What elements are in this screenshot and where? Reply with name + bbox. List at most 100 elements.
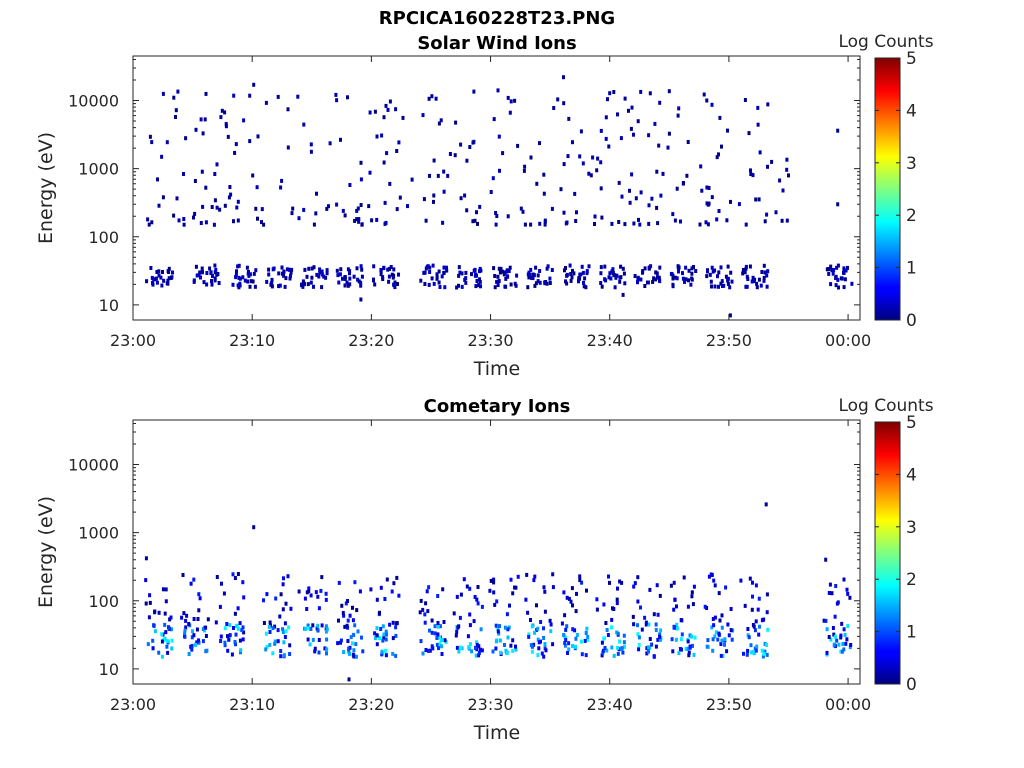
heatmap-cell: [344, 601, 348, 606]
heatmap-cell: [586, 634, 590, 639]
heatmap-cell: [636, 119, 640, 124]
heatmap-cell: [238, 621, 242, 626]
heatmap-cell: [242, 595, 246, 600]
heatmap-cell: [452, 611, 456, 616]
y-tick-label: 10: [99, 660, 119, 679]
heatmap-cell: [622, 633, 626, 638]
heatmap-cell: [317, 274, 321, 279]
heatmap-cell: [718, 618, 722, 623]
heatmap-cell: [656, 221, 660, 226]
colorbar-tick-label: 5: [906, 413, 917, 433]
heatmap-cell: [545, 266, 549, 271]
heatmap-cell: [303, 626, 307, 631]
heatmap-cell: [199, 221, 203, 225]
heatmap-cell: [619, 264, 623, 269]
heatmap-cell: [477, 283, 480, 288]
heatmap-cell: [183, 628, 187, 633]
heatmap-cell: [234, 272, 238, 277]
heatmap-cell: [357, 219, 361, 224]
heatmap-cell: [465, 158, 469, 163]
heatmap-cell: [700, 188, 704, 193]
heatmap-cell: [542, 191, 546, 196]
heatmap-cell: [340, 603, 344, 608]
heatmap-cell: [436, 173, 440, 178]
heatmap-cell: [529, 643, 533, 648]
heatmap-cell: [623, 96, 627, 101]
heatmap-cell: [711, 648, 715, 653]
heatmap-cell: [567, 116, 571, 121]
heatmap-cell: [677, 106, 681, 111]
heatmap-cell: [382, 265, 386, 270]
heatmap-cell: [309, 280, 313, 285]
heatmap-cell: [215, 575, 219, 579]
heatmap-cell: [468, 145, 472, 149]
heatmap-cell: [164, 587, 168, 592]
heatmap-cell: [324, 629, 328, 634]
heatmap-cell: [313, 649, 317, 654]
heatmap-cell: [549, 629, 553, 634]
heatmap-cell: [593, 222, 596, 226]
heatmap-cell: [151, 638, 155, 643]
heatmap-cell: [156, 177, 159, 182]
heatmap-cell: [599, 128, 603, 133]
heatmap-cell: [167, 276, 171, 281]
heatmap-cell: [317, 638, 321, 642]
heatmap-cell: [600, 215, 604, 220]
heatmap-cell: [534, 265, 538, 270]
heatmap-cell: [181, 573, 185, 577]
heatmap-cell: [215, 205, 219, 210]
x-axis-label: Time: [473, 358, 521, 380]
heatmap-cell: [571, 644, 575, 648]
heatmap-cell: [743, 270, 747, 275]
heatmap-cell: [373, 282, 377, 287]
colorbar-tick-label: 2: [906, 206, 917, 226]
heatmap-cell: [466, 634, 470, 639]
heatmap-cell: [610, 645, 614, 650]
heatmap-cell: [310, 275, 314, 280]
heatmap-cell: [243, 278, 247, 283]
heatmap-cell: [271, 651, 275, 656]
heatmap-cell: [190, 643, 194, 648]
heatmap-cell: [581, 270, 585, 275]
heatmap-cell: [656, 275, 659, 280]
heatmap-cell: [629, 126, 633, 131]
heatmap-cell: [395, 621, 399, 626]
heatmap-cell: [684, 265, 688, 270]
heatmap-cell: [225, 622, 229, 626]
heatmap-cell: [219, 634, 223, 639]
heatmap-cell: [840, 276, 844, 281]
heatmap-cell: [174, 115, 177, 119]
heatmap-cell: [231, 572, 235, 577]
heatmap-cell: [223, 203, 227, 208]
heatmap-cell: [530, 649, 534, 654]
heatmap-cell: [355, 266, 359, 271]
heatmap-cell: [442, 271, 446, 275]
heatmap-cell: [501, 269, 504, 274]
heatmap-cell: [359, 177, 363, 182]
heatmap-cell: [829, 637, 833, 642]
heatmap-cell: [201, 270, 204, 275]
heatmap-cell: [359, 203, 363, 207]
heatmap-cell: [297, 216, 301, 221]
heatmap-cell: [228, 633, 232, 638]
heatmap-cell: [686, 646, 690, 651]
heatmap-cell: [765, 273, 769, 278]
heatmap-cell: [347, 649, 351, 654]
heatmap-cell: [210, 282, 214, 287]
heatmap-cell: [654, 277, 658, 282]
heatmap-cell: [436, 632, 440, 637]
heatmap-cell: [234, 142, 238, 147]
heatmap-cell: [204, 634, 208, 638]
heatmap-cell: [531, 272, 535, 277]
heatmap-cell: [621, 650, 625, 655]
heatmap-cell: [495, 279, 499, 284]
heatmap-cell: [654, 644, 658, 649]
heatmap-cell: [177, 218, 181, 223]
heatmap-cell: [748, 264, 752, 269]
heatmap-cell: [834, 274, 838, 279]
heatmap-cell: [346, 95, 349, 100]
heatmap-cell: [719, 642, 723, 646]
heatmap-cell: [428, 270, 432, 274]
heatmap-cell: [658, 265, 662, 270]
heatmap-cell: [653, 121, 657, 126]
